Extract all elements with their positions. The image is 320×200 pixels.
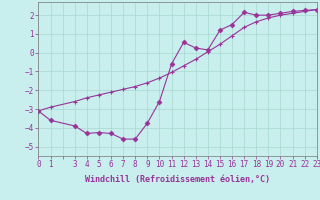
X-axis label: Windchill (Refroidissement éolien,°C): Windchill (Refroidissement éolien,°C) [85,175,270,184]
